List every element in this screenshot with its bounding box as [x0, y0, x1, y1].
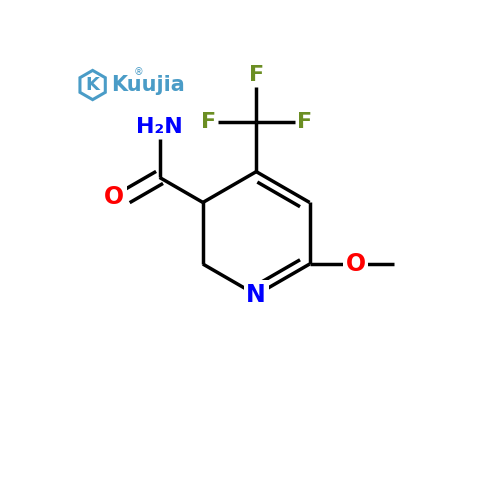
Text: F: F: [296, 112, 312, 132]
Text: O: O: [104, 184, 124, 208]
Text: O: O: [346, 252, 366, 276]
Text: F: F: [248, 65, 264, 85]
Text: ®: ®: [134, 68, 143, 78]
Text: N: N: [246, 283, 266, 307]
Text: H₂N: H₂N: [136, 117, 183, 137]
Text: Kuujia: Kuujia: [111, 75, 185, 95]
Text: K: K: [86, 76, 100, 94]
Text: F: F: [200, 112, 216, 132]
